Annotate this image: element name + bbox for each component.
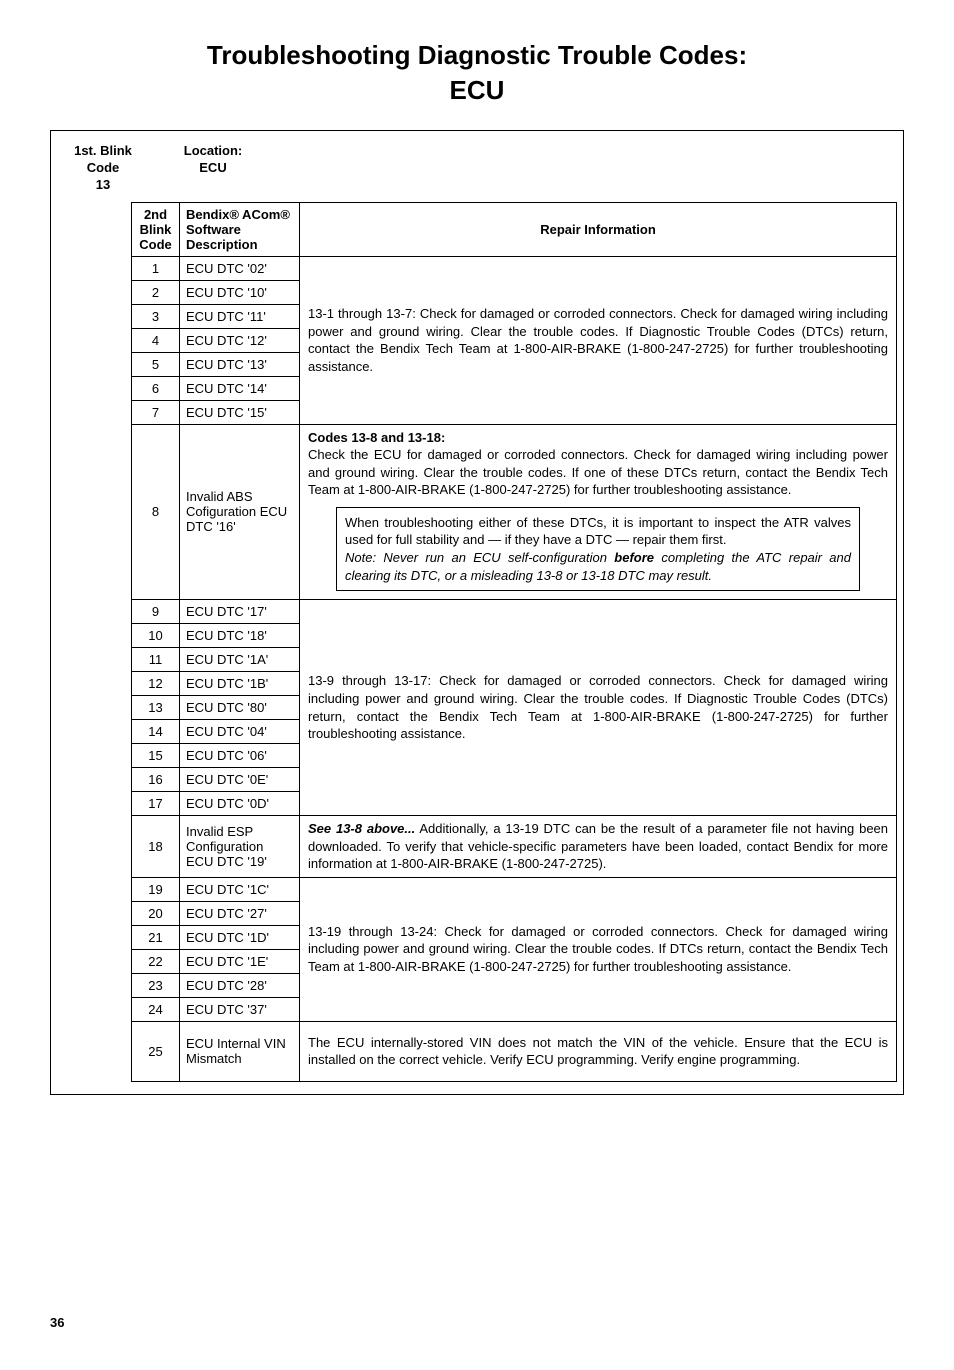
blink-cell: 3 — [132, 304, 180, 328]
blink-cell: 22 — [132, 949, 180, 973]
note-l2a: Note: Never run an ECU self-configuratio… — [345, 550, 614, 565]
desc-cell: ECU DTC '0E' — [180, 768, 300, 792]
blink-cell: 1 — [132, 256, 180, 280]
desc-cell: ECU DTC '28' — [180, 973, 300, 997]
blink-cell: 19 — [132, 877, 180, 901]
blink-cell: 23 — [132, 973, 180, 997]
desc-cell: Invalid ESP Configuration ECU DTC '19' — [180, 816, 300, 878]
blink-cell: 13 — [132, 696, 180, 720]
repair-8-heading: Codes 13-8 and 13-18: — [308, 430, 445, 445]
desc-cell: ECU DTC '1B' — [180, 672, 300, 696]
dtc-table: 2nd Blink Code Bendix® ACom® Software De… — [131, 202, 897, 1082]
desc-cell: ECU DTC '1C' — [180, 877, 300, 901]
blink-cell: 25 — [132, 1021, 180, 1081]
desc-cell: ECU DTC '04' — [180, 720, 300, 744]
repair-cell-25: The ECU internally-stored VIN does not m… — [300, 1021, 897, 1081]
desc-cell: ECU DTC '13' — [180, 352, 300, 376]
main-box: 1st. Blink Code 13 Location: ECU 2nd Bli… — [50, 130, 904, 1095]
desc-cell: ECU DTC '06' — [180, 744, 300, 768]
desc-cell: ECU DTC '15' — [180, 400, 300, 424]
table-row: 1 ECU DTC '02' 13-1 through 13-7: Check … — [132, 256, 897, 280]
col-header-repair: Repair Information — [300, 202, 897, 256]
blink-cell: 2 — [132, 280, 180, 304]
blink-cell: 8 — [132, 424, 180, 599]
blink-cell: 21 — [132, 925, 180, 949]
blink-cell: 18 — [132, 816, 180, 878]
blink-cell: 6 — [132, 376, 180, 400]
blink-cell: 24 — [132, 997, 180, 1021]
repair-cell-group5: 13-19 through 13-24: Check for damaged o… — [300, 877, 897, 1021]
desc-cell: ECU DTC '0D' — [180, 792, 300, 816]
desc-cell: ECU DTC '02' — [180, 256, 300, 280]
note-l1: When troubleshooting either of these DTC… — [345, 515, 851, 548]
repair-cell-group1: 13-1 through 13-7: Check for damaged or … — [300, 256, 897, 424]
desc-cell: ECU DTC '1E' — [180, 949, 300, 973]
desc-cell: ECU DTC '10' — [180, 280, 300, 304]
table-row-8: 8 Invalid ABS Cofiguration ECU DTC '16' … — [132, 424, 897, 599]
blink-cell: 12 — [132, 672, 180, 696]
blink-cell: 11 — [132, 648, 180, 672]
table-row-18: 18 Invalid ESP Configuration ECU DTC '19… — [132, 816, 897, 878]
desc-cell: ECU DTC '12' — [180, 328, 300, 352]
repair-18-lead: See 13-8 above... — [308, 821, 415, 836]
desc-cell: ECU DTC '14' — [180, 376, 300, 400]
desc-cell: ECU DTC '11' — [180, 304, 300, 328]
page-title-line2: ECU — [50, 75, 904, 106]
blink-cell: 14 — [132, 720, 180, 744]
col-header-desc: Bendix® ACom® Software Description — [180, 202, 300, 256]
desc-cell: ECU DTC '1D' — [180, 925, 300, 949]
location-value: ECU — [143, 160, 283, 177]
table-row: 19 ECU DTC '1C' 13-19 through 13-24: Che… — [132, 877, 897, 901]
desc-cell: Invalid ABS Cofiguration ECU DTC '16' — [180, 424, 300, 599]
table-row: 9 ECU DTC '17' 13-9 through 13-17: Check… — [132, 600, 897, 624]
blink-cell: 17 — [132, 792, 180, 816]
repair-8-body: Check the ECU for damaged or corroded co… — [308, 447, 888, 497]
page-number: 36 — [50, 1315, 904, 1330]
location-label: Location: — [143, 143, 283, 160]
desc-cell: ECU DTC '27' — [180, 901, 300, 925]
location-header: Location: ECU — [143, 143, 283, 194]
blink-cell: 15 — [132, 744, 180, 768]
desc-cell: ECU DTC '80' — [180, 696, 300, 720]
first-blink-l1: 1st. Blink — [63, 143, 143, 160]
repair-cell-group3: 13-9 through 13-17: Check for damaged or… — [300, 600, 897, 816]
repair-cell-8: Codes 13-8 and 13-18: Check the ECU for … — [300, 424, 897, 599]
blink-cell: 9 — [132, 600, 180, 624]
blink-cell: 5 — [132, 352, 180, 376]
desc-cell: ECU DTC '17' — [180, 600, 300, 624]
blink-cell: 20 — [132, 901, 180, 925]
first-blink-value: 13 — [63, 177, 143, 194]
desc-cell: ECU DTC '1A' — [180, 648, 300, 672]
col-header-blink: 2nd Blink Code — [132, 202, 180, 256]
desc-cell: ECU DTC '18' — [180, 624, 300, 648]
blink-cell: 4 — [132, 328, 180, 352]
page-title-line1: Troubleshooting Diagnostic Trouble Codes… — [50, 40, 904, 71]
blink-cell: 16 — [132, 768, 180, 792]
blink-cell: 10 — [132, 624, 180, 648]
repair-cell-18: See 13-8 above... Additionally, a 13-19 … — [300, 816, 897, 878]
top-header-row: 1st. Blink Code 13 Location: ECU — [51, 143, 903, 202]
table-header-row: 2nd Blink Code Bendix® ACom® Software De… — [132, 202, 897, 256]
repair-8-note-box: When troubleshooting either of these DTC… — [336, 507, 860, 591]
first-blink-code-header: 1st. Blink Code 13 — [63, 143, 143, 194]
blink-cell: 7 — [132, 400, 180, 424]
first-blink-l2: Code — [63, 160, 143, 177]
table-row-25: 25 ECU Internal VIN Mismatch The ECU int… — [132, 1021, 897, 1081]
desc-cell: ECU Internal VIN Mismatch — [180, 1021, 300, 1081]
note-l2b: before — [614, 550, 654, 565]
desc-cell: ECU DTC '37' — [180, 997, 300, 1021]
